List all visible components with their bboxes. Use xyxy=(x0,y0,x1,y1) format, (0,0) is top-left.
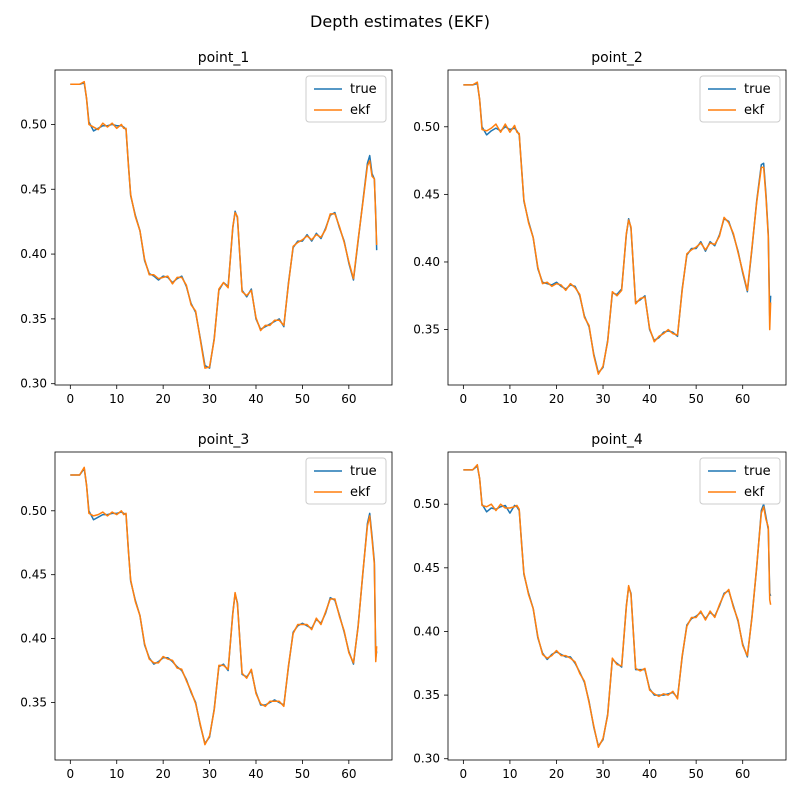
y-tick-label: 0.45 xyxy=(413,561,440,575)
x-tick-label: 10 xyxy=(502,767,517,781)
figure-title: Depth estimates (EKF) xyxy=(310,12,490,31)
y-tick-label: 0.45 xyxy=(20,182,47,196)
series-line-ekf xyxy=(70,80,378,369)
x-tick-label: 40 xyxy=(642,392,657,406)
x-tick-label: 30 xyxy=(202,392,217,406)
x-tick-label: 30 xyxy=(595,767,610,781)
x-tick-label: 10 xyxy=(502,392,517,406)
y-tick-label: 0.40 xyxy=(413,255,440,269)
legend: true ekf xyxy=(699,457,781,505)
y-tick-label: 0.30 xyxy=(413,752,440,766)
legend-label-ekf: ekf xyxy=(350,103,371,118)
x-tick-label: 20 xyxy=(549,392,564,406)
y-tick-label: 0.50 xyxy=(20,504,47,518)
legend: true ekf xyxy=(699,75,781,123)
series-line-ekf xyxy=(463,463,772,749)
x-tick-label: 40 xyxy=(248,767,263,781)
y-tick-label: 0.45 xyxy=(413,187,440,201)
subplot-4: 0 10 20 30 40 50 60 0.30 0.35 0.40 0.45 0.50 point_4… xyxy=(413,432,787,781)
series-line-true xyxy=(463,82,772,374)
x-tick-label: 0 xyxy=(460,392,468,406)
x-tick-label: 60 xyxy=(735,767,750,781)
legend-label-ekf: ekf xyxy=(744,103,765,118)
y-tick-label: 0.35 xyxy=(413,323,440,337)
axes-frame xyxy=(54,451,393,761)
subplot-3: 0 10 20 30 40 50 60 0.35 0.40 0.45 0.50 point_3true… xyxy=(20,432,393,781)
legend-label-ekf: ekf xyxy=(744,485,765,500)
axes-frame xyxy=(447,69,787,386)
y-tick-label: 0.40 xyxy=(20,632,47,646)
x-tick-label: 60 xyxy=(341,392,356,406)
x-tick-label: 20 xyxy=(156,767,171,781)
subplot-title: point_1 xyxy=(198,50,250,66)
x-tick-label: 30 xyxy=(595,392,610,406)
x-tick-label: 30 xyxy=(202,767,217,781)
x-tick-label: 10 xyxy=(109,767,124,781)
x-tick-label: 50 xyxy=(689,392,704,406)
subplot-2: 0 10 20 30 40 50 60 0.35 0.40 0.45 0.50 point_2true… xyxy=(413,50,787,406)
x-tick-label: 50 xyxy=(295,392,310,406)
x-tick-label: 60 xyxy=(735,392,750,406)
x-tick-label: 10 xyxy=(109,392,124,406)
legend-label-ekf: ekf xyxy=(350,485,371,500)
series-line-ekf xyxy=(70,466,378,746)
y-tick-label: 0.45 xyxy=(20,568,47,582)
series-line-ekf xyxy=(463,81,772,375)
legend-label-true: true xyxy=(350,464,377,479)
axes-frame xyxy=(447,451,787,761)
y-tick-label: 0.35 xyxy=(20,312,47,326)
axes-frame xyxy=(54,69,393,386)
y-tick-label: 0.40 xyxy=(20,247,47,261)
x-tick-label: 0 xyxy=(66,767,74,781)
subplot-title: point_3 xyxy=(198,432,250,448)
x-tick-label: 0 xyxy=(66,392,74,406)
subplot-title: point_2 xyxy=(591,50,643,66)
y-tick-label: 0.50 xyxy=(20,117,47,131)
y-tick-label: 0.50 xyxy=(413,120,440,134)
legend-label-true: true xyxy=(744,82,771,97)
x-tick-label: 60 xyxy=(341,767,356,781)
x-tick-label: 20 xyxy=(549,767,564,781)
x-tick-label: 50 xyxy=(295,767,310,781)
y-tick-label: 0.30 xyxy=(20,377,47,391)
series-line-true xyxy=(70,467,378,745)
subplot-title: point_4 xyxy=(591,432,643,448)
legend: true ekf xyxy=(305,457,387,505)
x-tick-label: 40 xyxy=(642,767,657,781)
x-tick-label: 0 xyxy=(460,767,468,781)
x-tick-label: 40 xyxy=(248,392,263,406)
x-tick-label: 20 xyxy=(156,392,171,406)
legend-label-true: true xyxy=(744,464,771,479)
y-tick-label: 0.50 xyxy=(413,497,440,511)
series-line-true xyxy=(70,82,378,369)
subplot-1: 0 10 20 30 40 50 60 0.30 0.35 0.40 0.45 0.50 point_1… xyxy=(20,50,393,406)
x-tick-label: 50 xyxy=(689,767,704,781)
y-tick-label: 0.35 xyxy=(20,695,47,709)
legend-label-true: true xyxy=(350,82,377,97)
y-tick-label: 0.35 xyxy=(413,688,440,702)
y-tick-label: 0.40 xyxy=(413,624,440,638)
legend: true ekf xyxy=(305,75,387,123)
